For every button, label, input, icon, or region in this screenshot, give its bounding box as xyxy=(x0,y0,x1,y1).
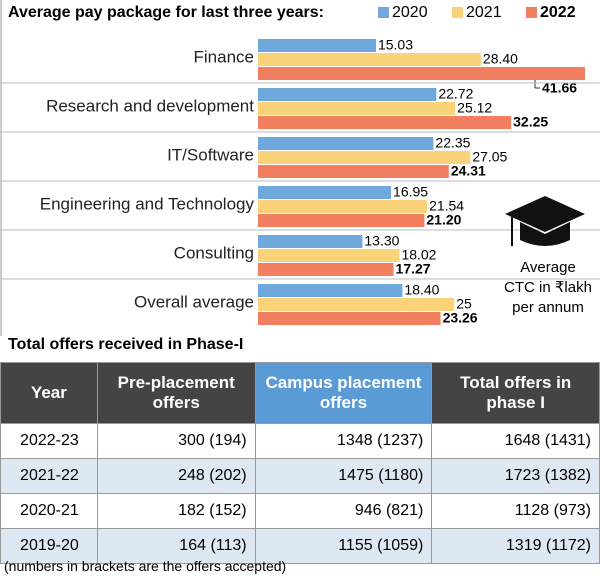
table-row: 2022-23 300 (194) 1348 (1237) 1648 (1431) xyxy=(0,423,600,459)
bar xyxy=(258,116,512,129)
value-label: 21.54 xyxy=(429,198,464,214)
legend-swatch xyxy=(378,7,389,18)
table-row: 2019-20 164 (113) 1155 (1059) 1319 (1172) xyxy=(0,528,600,564)
offers-table: Year Pre-placement offers Campus placeme… xyxy=(0,362,600,564)
table-cell: 2022-23 xyxy=(0,423,98,459)
bar xyxy=(258,102,456,115)
table-cell: 1475 (1180) xyxy=(254,458,433,494)
table-cell: 2021-22 xyxy=(0,458,98,494)
bar xyxy=(258,67,585,80)
table-cell: 1155 (1059) xyxy=(254,528,433,564)
legend-swatch xyxy=(452,7,463,18)
bar xyxy=(258,165,449,178)
legend-label: 2021 xyxy=(466,4,502,21)
value-label: 18.02 xyxy=(401,247,436,263)
value-label: 22.35 xyxy=(435,135,470,151)
annotation: CTC in ₹lakh xyxy=(504,279,592,296)
category-label: Overall average xyxy=(134,292,254,311)
bar xyxy=(258,53,481,66)
value-label: 23.26 xyxy=(443,310,478,326)
cap-icon xyxy=(505,196,585,232)
bar xyxy=(258,263,394,276)
value-label: 25.12 xyxy=(457,100,492,116)
bar xyxy=(258,39,376,52)
table-cell: 2019-20 xyxy=(0,528,98,564)
value-label: 18.40 xyxy=(404,282,439,298)
table-cell: 1319 (1172) xyxy=(431,528,600,564)
legend-swatch xyxy=(526,7,537,18)
value-label: 28.40 xyxy=(483,51,518,67)
legend-label: 2022 xyxy=(540,4,576,21)
bar xyxy=(258,249,400,262)
table-cell: 164 (113) xyxy=(96,528,256,564)
header-cell: Total offers in phase I xyxy=(431,362,600,424)
value-label: 25 xyxy=(456,296,472,312)
bar xyxy=(258,298,455,311)
legend-label: 2020 xyxy=(392,4,428,21)
chart-title: Average pay package for last three years… xyxy=(8,4,324,21)
table-cell: 182 (152) xyxy=(96,493,256,529)
value-label: 21.20 xyxy=(426,212,461,228)
header-cell: Campus placement offers xyxy=(254,362,433,424)
value-label: 32.25 xyxy=(513,114,548,130)
bar xyxy=(258,284,403,297)
value-label: 15.03 xyxy=(378,37,413,53)
bar xyxy=(258,312,441,325)
table-row: 2021-22 248 (202) 1475 (1180) 1723 (1382) xyxy=(0,458,600,494)
table-cell: 248 (202) xyxy=(96,458,256,494)
table-cell: 1723 (1382) xyxy=(431,458,600,494)
bar xyxy=(258,214,425,227)
bar xyxy=(258,186,392,199)
bar xyxy=(258,235,363,248)
category-label: IT/Software xyxy=(167,145,254,164)
table-cell: 1648 (1431) xyxy=(431,423,600,459)
cap-icon xyxy=(520,222,570,246)
value-label: 41.66 xyxy=(542,80,577,96)
footnote: (numbers in brackets are the offers acce… xyxy=(4,558,287,574)
value-label: 13.30 xyxy=(364,233,399,249)
category-label: Finance xyxy=(194,47,254,66)
header-cell: Year xyxy=(0,362,98,424)
table-cell: 2020-21 xyxy=(0,493,98,529)
bar xyxy=(258,151,471,164)
annotation: per annum xyxy=(512,299,584,316)
bar xyxy=(258,137,434,150)
value-label: 27.05 xyxy=(472,149,507,165)
bar xyxy=(258,88,437,101)
category-label: Engineering and Technology xyxy=(40,194,255,213)
table-row: 2020-21 182 (152) 946 (821) 1128 (973) xyxy=(0,493,600,529)
table-cell: 300 (194) xyxy=(96,423,256,459)
chart: Average pay package for last three years… xyxy=(0,0,600,336)
table-cell: 1128 (973) xyxy=(431,493,600,529)
value-label: 17.27 xyxy=(396,261,431,277)
value-label: 24.31 xyxy=(451,163,486,179)
value-label: 22.72 xyxy=(438,86,473,102)
header-cell: Pre-placement offers xyxy=(96,362,256,424)
annotation: Average xyxy=(520,259,576,276)
value-label: 16.95 xyxy=(393,184,428,200)
category-label: Research and development xyxy=(46,96,254,115)
table-cell: 1348 (1237) xyxy=(254,423,433,459)
table-title: Total offers received in Phase-I xyxy=(8,336,244,353)
category-label: Consulting xyxy=(174,243,254,262)
bar xyxy=(258,200,428,213)
table-cell: 946 (821) xyxy=(254,493,433,529)
